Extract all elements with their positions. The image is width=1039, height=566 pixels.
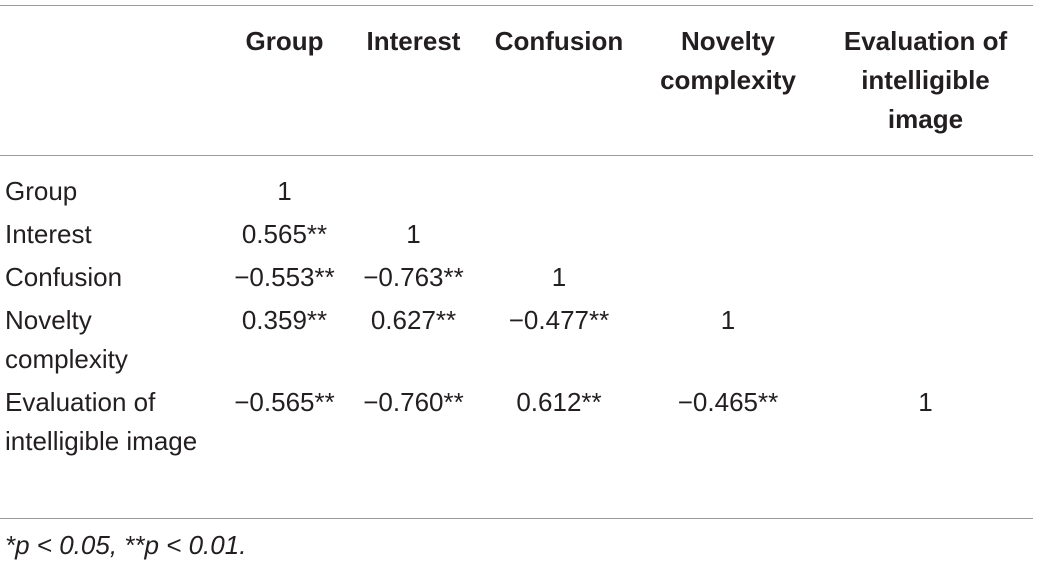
cell: −0.465** bbox=[677, 387, 779, 417]
empty-cell bbox=[480, 215, 638, 258]
row-label: Evaluation of intelligible image bbox=[5, 387, 198, 456]
cell: 1 bbox=[720, 305, 736, 335]
cell: −0.565** bbox=[234, 387, 335, 417]
table-row: Confusion −0.553** −0.763** 1 bbox=[0, 258, 1033, 301]
cell: 0.612** bbox=[516, 387, 602, 417]
footnote: *p < 0.05, **p < 0.01. bbox=[5, 530, 247, 560]
column-header: Confusion bbox=[494, 26, 624, 56]
cell: −0.760** bbox=[363, 387, 464, 417]
column-header: Group bbox=[245, 26, 324, 56]
row-label: Interest bbox=[5, 219, 92, 249]
cell: −0.477** bbox=[508, 305, 610, 335]
cell: 1 bbox=[551, 262, 567, 292]
cell: 1 bbox=[918, 387, 933, 417]
cell: 0.627** bbox=[370, 305, 457, 335]
row-label: Group bbox=[5, 176, 78, 206]
column-header: Interest bbox=[366, 26, 461, 56]
bottom-rule bbox=[0, 518, 1033, 519]
top-rule bbox=[0, 5, 1033, 6]
table-row: Novelty complexity 0.359** 0.627** −0.477**… bbox=[0, 301, 1033, 383]
cell: 1 bbox=[406, 219, 421, 249]
cell: 1 bbox=[277, 176, 292, 206]
cell: 0.565** bbox=[241, 219, 328, 249]
column-header: Evaluation of intelligible image bbox=[843, 26, 1008, 134]
table-row: Evaluation of intelligible image −0.565**… bbox=[0, 383, 1033, 465]
empty-cell bbox=[818, 301, 1033, 383]
empty-cell bbox=[818, 215, 1033, 258]
header-rule bbox=[0, 155, 1033, 156]
empty-cell bbox=[638, 258, 818, 301]
cell: −0.553** bbox=[234, 262, 335, 292]
table-row: Group 1 bbox=[0, 158, 1033, 215]
empty-cell bbox=[638, 158, 818, 215]
empty-cell bbox=[638, 215, 818, 258]
table-row: Interest 0.565** 1 bbox=[0, 215, 1033, 258]
empty-cell bbox=[347, 158, 480, 215]
table-body: Group 1 Interest 0.565** 1 Confusion −0.553** −… bbox=[0, 158, 1033, 465]
row-label: Novelty complexity bbox=[5, 305, 128, 374]
empty-cell bbox=[480, 158, 638, 215]
empty-cell bbox=[818, 258, 1033, 301]
corner bbox=[0, 18, 222, 158]
cell: 0.359** bbox=[241, 305, 328, 335]
column-header: Novelty complexity bbox=[660, 26, 796, 95]
cell: −0.763** bbox=[363, 262, 464, 292]
empty-cell bbox=[818, 158, 1033, 215]
header-row: Group Interest Confusion Novelty complexity… bbox=[0, 18, 1033, 158]
correlation-table: Group Interest Confusion Novelty complexity… bbox=[0, 18, 1033, 465]
row-label: Confusion bbox=[5, 262, 123, 292]
